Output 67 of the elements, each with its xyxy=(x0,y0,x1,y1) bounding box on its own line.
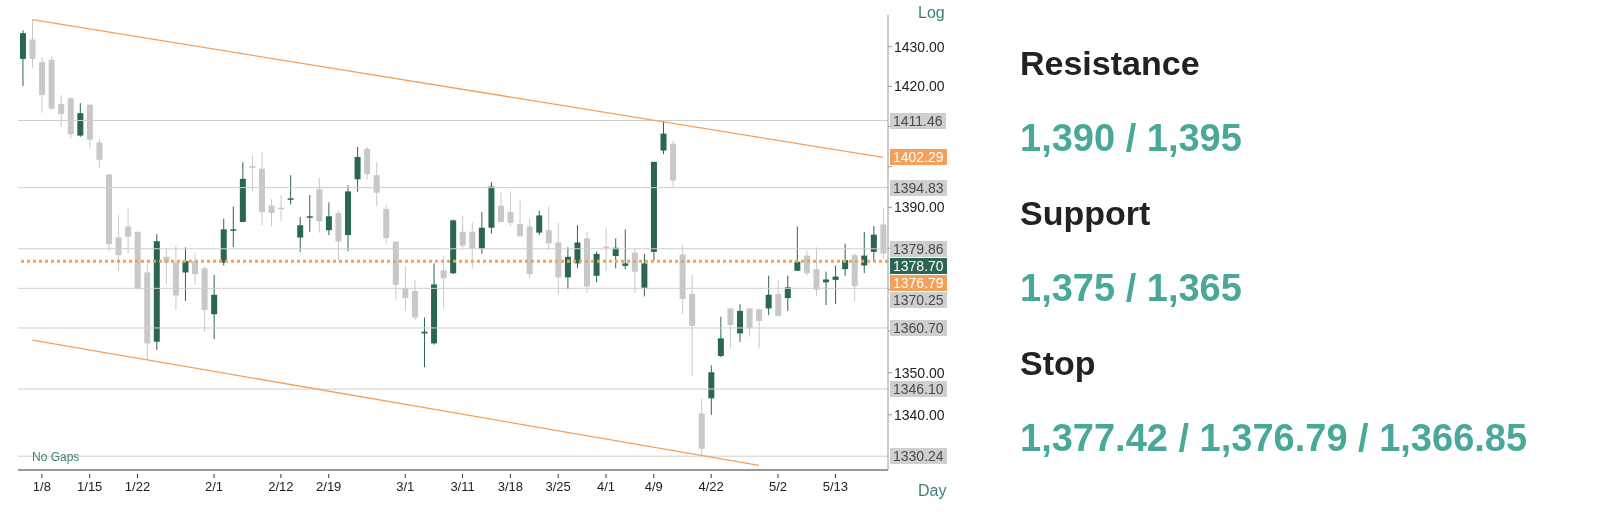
ref-line-label: 1376.79 xyxy=(890,274,947,291)
y-tick-label: 1390.00 xyxy=(894,199,945,216)
candlestick xyxy=(354,146,361,193)
candlestick xyxy=(765,275,772,316)
candlestick xyxy=(564,246,571,290)
candlestick xyxy=(325,201,332,236)
y-tick-label: 1340.00 xyxy=(894,406,945,423)
x-tick-label: 2/12 xyxy=(268,479,294,494)
text: 1,375 / 1,365 xyxy=(1020,266,1243,311)
text: 1378.70 xyxy=(890,257,947,274)
x-tick-label: 3/11 xyxy=(450,479,475,494)
y-tick-label: 1430.00 xyxy=(894,38,945,55)
x-tick-label: 4/1 xyxy=(596,479,616,494)
candlestick xyxy=(306,194,313,233)
candlestick xyxy=(478,211,485,255)
candlestick xyxy=(593,250,600,283)
candlestick xyxy=(211,274,218,340)
text: Log xyxy=(918,4,945,22)
candlestick xyxy=(870,225,877,261)
candlestick xyxy=(77,102,84,138)
candlestick xyxy=(497,192,504,223)
text: Day xyxy=(918,482,947,500)
ref-line-label: 1360.70 xyxy=(890,319,947,336)
x-tick-label: 4/22 xyxy=(698,479,724,494)
candlestick xyxy=(287,174,294,205)
candlestick xyxy=(268,198,275,227)
candlestick xyxy=(29,19,36,69)
candlestick xyxy=(622,228,629,270)
text: Stop xyxy=(1020,343,1097,384)
x-tick-label: 3/18 xyxy=(497,479,524,494)
ref-line-label: 1379.86 xyxy=(890,240,947,257)
x-tick-label: 3/1 xyxy=(396,479,415,494)
x-tick-label: 2/1 xyxy=(204,479,224,494)
candlestick xyxy=(517,200,524,237)
text: 1,390 / 1,395 xyxy=(1020,116,1243,161)
text: 1,377.42 / 1,376.79 / 1,366.85 xyxy=(1020,416,1528,461)
candlestick xyxy=(832,264,839,305)
ref-line-label: 1346.10 xyxy=(890,381,947,398)
candlestick xyxy=(507,190,514,227)
text: Resistance xyxy=(1020,43,1201,84)
data-label: 1402.29 xyxy=(890,149,947,166)
ref-line-label: 1370.25 xyxy=(890,291,947,308)
candlestick xyxy=(784,275,791,312)
y-tick-label: 1420.00 xyxy=(894,78,945,95)
candlestick xyxy=(660,120,667,155)
x-tick-label: 5/13 xyxy=(822,479,849,494)
candlestick xyxy=(823,271,830,306)
candlestick xyxy=(96,138,103,169)
candlestick xyxy=(536,210,543,236)
x-tick-label: 3/25 xyxy=(545,479,571,494)
text: Support xyxy=(1020,193,1152,234)
ref-line-label: 1330.24 xyxy=(890,448,947,465)
x-tick-label: 5/2 xyxy=(769,479,788,494)
candlestick xyxy=(192,252,199,285)
ref-line-label: 1411.46 xyxy=(890,112,946,129)
candlestick xyxy=(297,216,304,253)
candlestick xyxy=(717,316,724,358)
candlestick xyxy=(794,225,801,272)
x-tick-label: 1/8 xyxy=(32,479,51,494)
annotation: No Gaps xyxy=(32,450,80,464)
x-tick-label: 4/9 xyxy=(644,479,663,494)
ref-line-label: 1394.83 xyxy=(890,179,947,196)
x-tick-label: 1/22 xyxy=(124,479,151,494)
candlestick xyxy=(230,205,237,248)
x-tick-label: 2/19 xyxy=(316,479,342,494)
x-tick-label: 1/15 xyxy=(77,479,103,494)
y-tick-label: 1350.00 xyxy=(894,364,945,381)
